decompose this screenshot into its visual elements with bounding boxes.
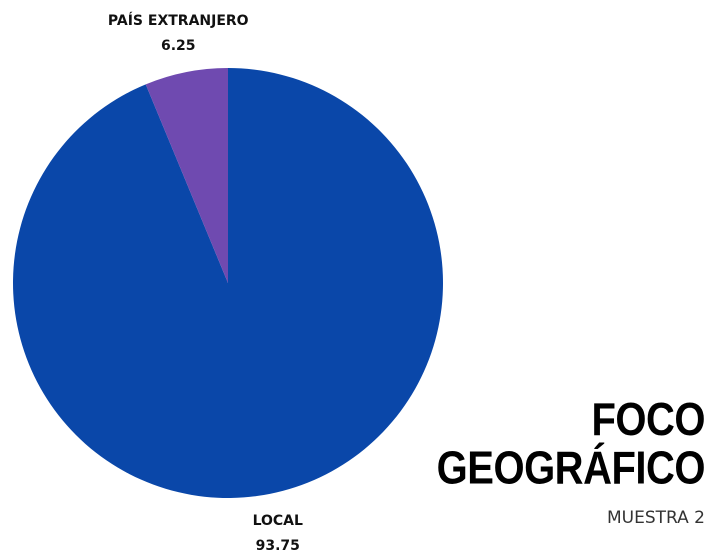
chart-title: FOCO GEOGRÁFICO (436, 394, 706, 494)
slice-label: PAÍS EXTRANJERO (108, 12, 249, 29)
slice-label: LOCAL (253, 513, 303, 529)
slice-value: 6.25 (161, 38, 196, 54)
chart-subtitle: MUESTRA 2 (607, 508, 705, 528)
pie-slice (12, 68, 443, 498)
pie-slice (145, 68, 228, 283)
slice-value: 93.75 (256, 538, 300, 554)
